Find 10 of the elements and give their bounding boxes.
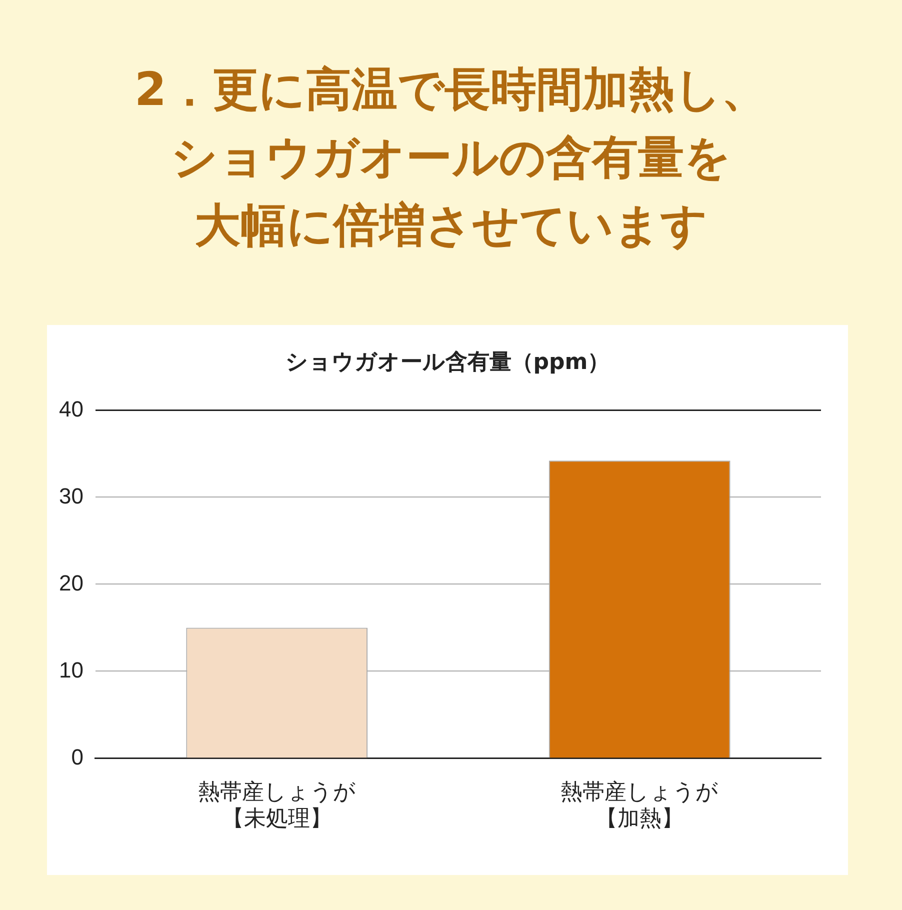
y-tick-label: 40 bbox=[58, 396, 84, 422]
y-tick-label: 20 bbox=[58, 570, 84, 596]
chart-subtitle: ショウガオールの含有量を大幅に倍増させています bbox=[170, 129, 732, 254]
x-tick-label: 熱帯産しょうが【加熱】 bbox=[560, 780, 719, 832]
chart-title: 2．更に高温で長時間加熱し、 bbox=[133, 61, 768, 118]
x-tick-label: 熱帯産しょうが【未処理】 bbox=[198, 780, 356, 832]
y-tick-label: 0 bbox=[71, 744, 84, 770]
y-axis-title: ショウガオール含有量（ppm） bbox=[284, 349, 611, 377]
y-tick-label: 10 bbox=[58, 657, 84, 682]
y-tick-label: 30 bbox=[58, 483, 84, 508]
